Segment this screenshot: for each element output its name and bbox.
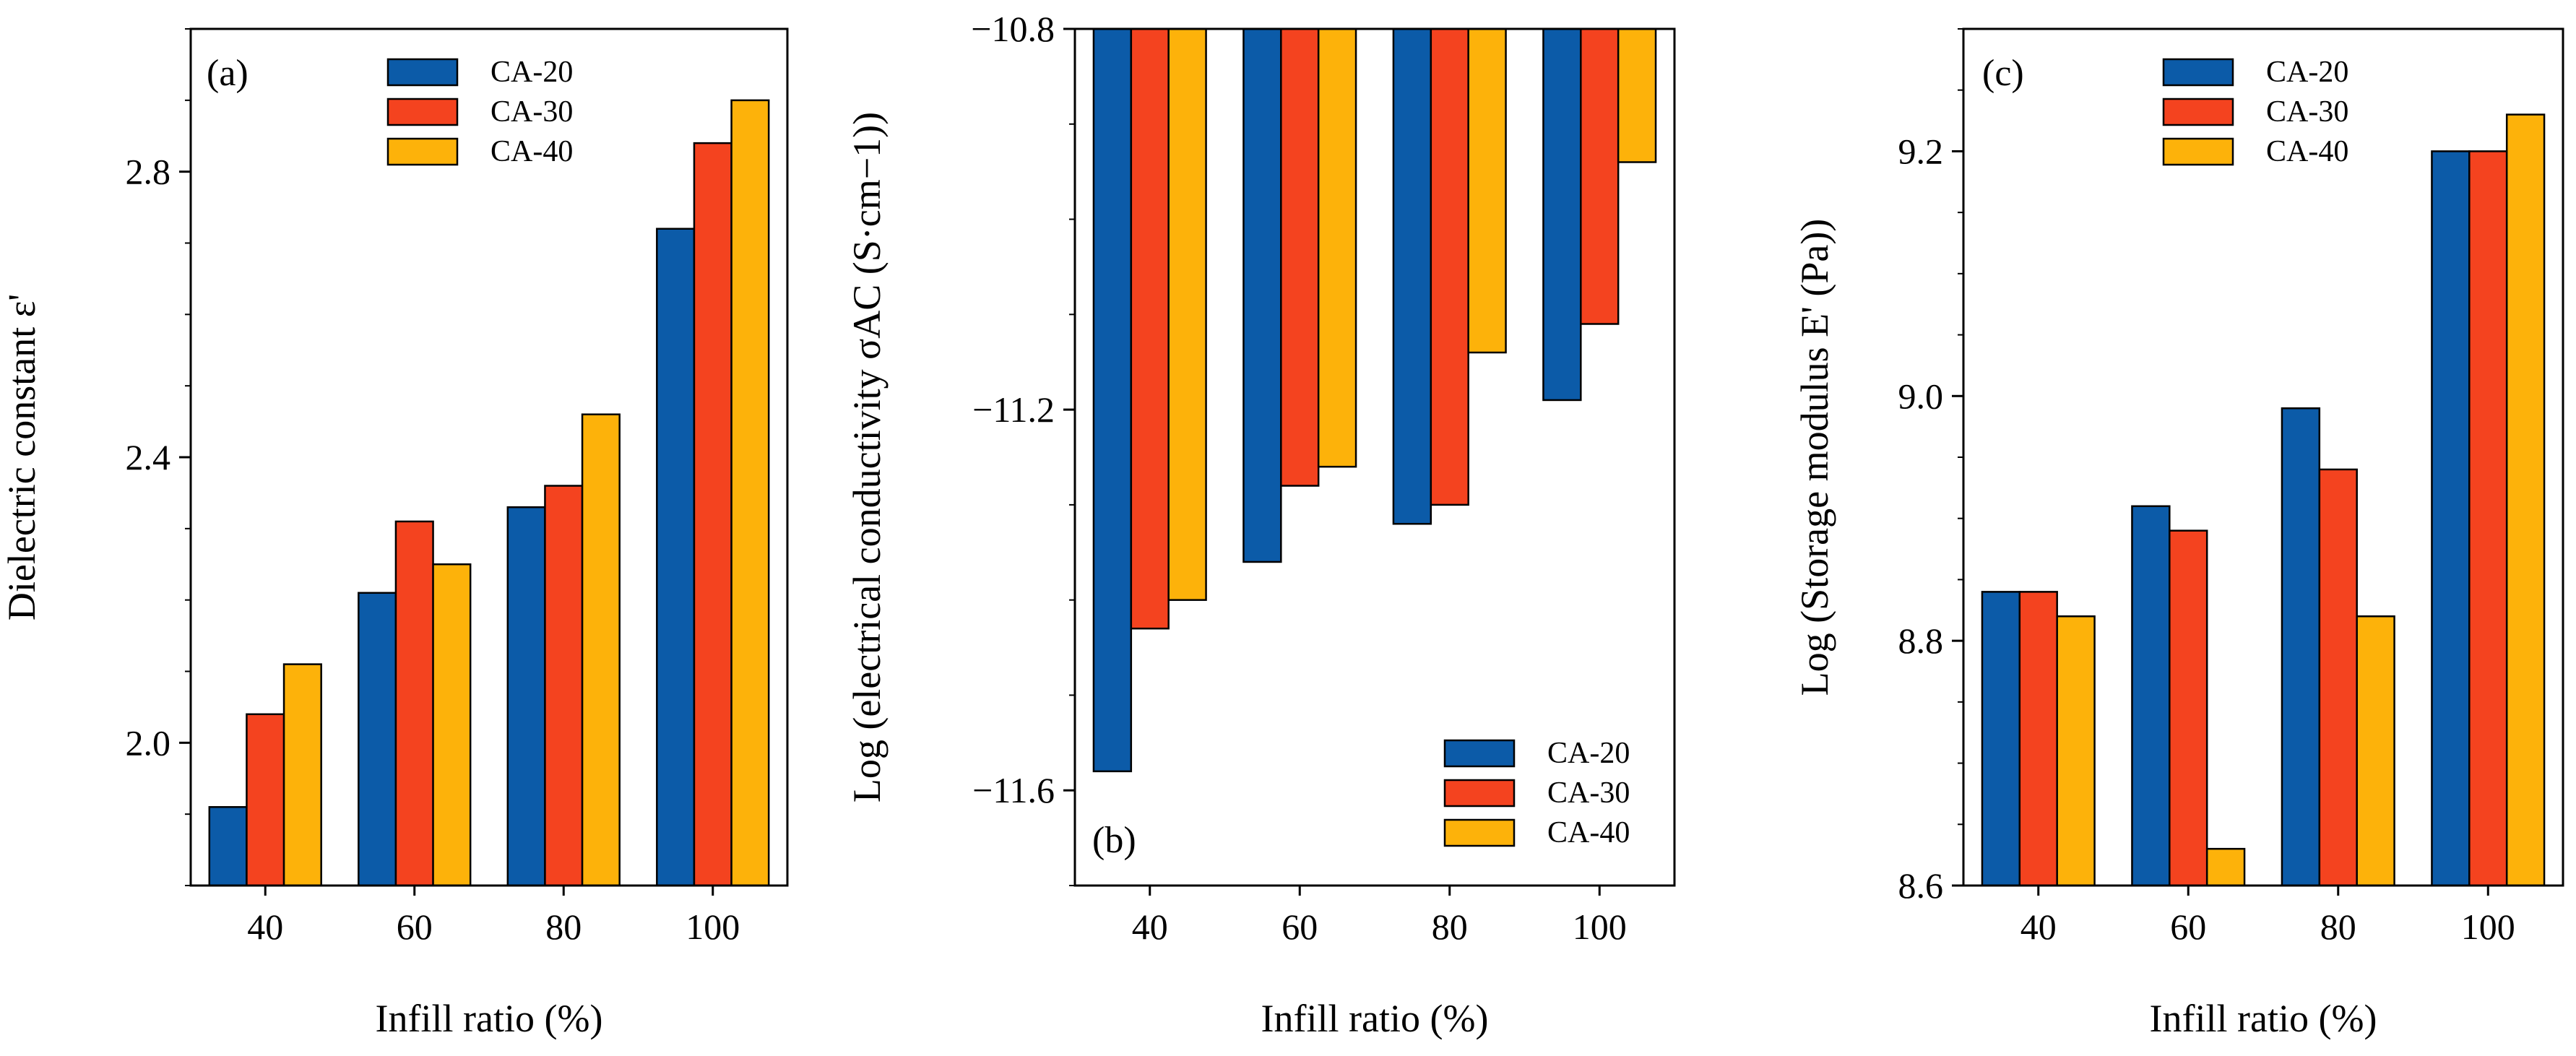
bar-ca-20-40 (208, 806, 248, 887)
x-tick-label: 60 (1281, 906, 1318, 947)
y-tick-label: 2.4 (126, 437, 171, 477)
legend-swatch-ca-40 (2162, 137, 2234, 166)
legend-label-ca-20: CA-20 (490, 56, 573, 89)
y-tick-label: −10.8 (971, 9, 1055, 49)
bar-ca-30-40 (246, 713, 285, 887)
bar-ca-40-60 (2205, 847, 2246, 887)
bar-ca-30-100 (1580, 27, 1620, 325)
x-tick-label: 100 (1573, 906, 1627, 947)
y-tick-label: −11.2 (972, 389, 1055, 430)
y-axis-label: Log (electrical conductivity σAC (S·cm−1… (845, 112, 889, 802)
bar-ca-40-60 (1317, 27, 1357, 468)
y-axis-label: Log (Storage modulus E' (Pa)) (1793, 219, 1836, 696)
bar-ca-30-60 (2169, 529, 2208, 887)
legend-label-ca-20: CA-20 (2266, 56, 2348, 89)
bar-ca-20-60 (358, 592, 397, 887)
x-tick-label: 60 (2170, 906, 2206, 947)
legend-label-ca-30: CA-30 (2266, 95, 2348, 129)
bar-ca-40-60 (432, 563, 472, 887)
panel-label: (c) (1982, 53, 2024, 94)
bar-ca-30-60 (394, 520, 434, 887)
bar-ca-20-40 (1981, 591, 2021, 887)
bar-ca-30-60 (1280, 27, 1320, 487)
y-tick-label: 8.6 (1898, 865, 1944, 906)
legend-label-ca-30: CA-30 (490, 95, 573, 129)
x-tick-label: 100 (2461, 906, 2515, 947)
chart-panel-2: 40 60 80 100 −11.6 −11.2 −10.8 Infill ratio (%)… (845, 9, 1676, 1040)
x-axis-label: Infill ratio (%) (1261, 997, 1489, 1040)
x-tick-label: 80 (1432, 906, 1468, 947)
legend-label-ca-40: CA-40 (2266, 135, 2348, 168)
bar-ca-30-100 (693, 142, 732, 887)
y-tick-label: 8.8 (1898, 620, 1944, 661)
legend-swatch-ca-30 (1443, 779, 1516, 808)
bar-ca-40-100 (1617, 27, 1657, 163)
legend-swatch-ca-20 (2162, 58, 2234, 87)
legend-swatch-ca-20 (386, 58, 459, 87)
x-tick-label: 80 (545, 906, 582, 947)
x-tick-label: 80 (2320, 906, 2356, 947)
panel-label: (b) (1092, 820, 1136, 861)
y-tick-label: 2.8 (126, 152, 171, 192)
bar-ca-20-100 (656, 228, 696, 887)
bar-ca-40-100 (2505, 113, 2546, 887)
bar-ca-40-40 (2056, 615, 2096, 887)
legend-swatch-ca-20 (1443, 739, 1516, 768)
bar-ca-30-80 (1430, 27, 1469, 506)
bar-ca-30-40 (1130, 27, 1170, 630)
x-tick-label: 60 (397, 906, 433, 947)
bar-ca-40-100 (730, 99, 770, 887)
bar-ca-30-100 (2468, 150, 2508, 887)
bar-ca-40-40 (282, 663, 322, 887)
bar-ca-20-60 (2131, 505, 2171, 887)
legend-label-ca-40: CA-40 (1547, 816, 1630, 849)
bar-ca-20-100 (2431, 150, 2471, 887)
bar-ca-40-80 (2356, 615, 2395, 887)
y-tick-label: 9.0 (1898, 376, 1944, 416)
bar-ca-30-40 (2018, 591, 2058, 887)
x-tick-label: 100 (686, 906, 740, 947)
x-axis-label: Infill ratio (%) (2150, 997, 2377, 1040)
bar-ca-20-80 (2281, 407, 2321, 887)
x-axis-label: Infill ratio (%) (376, 997, 603, 1040)
y-axis-label: Dielectric constant ε' (0, 294, 43, 620)
legend-label-ca-30: CA-30 (1547, 776, 1630, 810)
legend-swatch-ca-30 (386, 98, 459, 126)
axes-frame (1073, 27, 1676, 887)
bar-ca-20-100 (1542, 27, 1582, 402)
chart-panel-1: 40 60 80 100 2.0 2.4 2.8 Infill ratio (%) Dielec… (0, 27, 789, 1040)
bar-ca-40-80 (581, 413, 621, 887)
bar-ca-30-80 (2318, 468, 2358, 887)
bar-ca-20-40 (1092, 27, 1133, 773)
bar-ca-20-60 (1242, 27, 1282, 563)
chart-panel-3: 40 60 80 100 8.6 8.8 9.0 9.2 Infill ratio (%) Log… (1793, 27, 2564, 1040)
x-tick-label: 40 (247, 906, 283, 947)
legend-label-ca-20: CA-20 (1547, 737, 1630, 770)
legend-swatch-ca-40 (1443, 818, 1516, 847)
y-tick-label: 2.0 (126, 722, 171, 763)
bar-ca-40-40 (1167, 27, 1207, 601)
bar-ca-40-80 (1467, 27, 1507, 354)
bar-ca-30-80 (544, 485, 584, 887)
bar-ca-20-80 (1392, 27, 1432, 525)
legend-swatch-ca-30 (2162, 98, 2234, 126)
legend-label-ca-40: CA-40 (490, 135, 573, 168)
bar-ca-20-80 (506, 506, 546, 887)
x-tick-label: 40 (2020, 906, 2057, 947)
y-tick-label: −11.6 (972, 770, 1055, 810)
panel-label: (a) (207, 53, 248, 94)
x-tick-label: 40 (1132, 906, 1168, 947)
legend-swatch-ca-40 (386, 137, 459, 166)
y-tick-label: 9.2 (1898, 131, 1944, 171)
